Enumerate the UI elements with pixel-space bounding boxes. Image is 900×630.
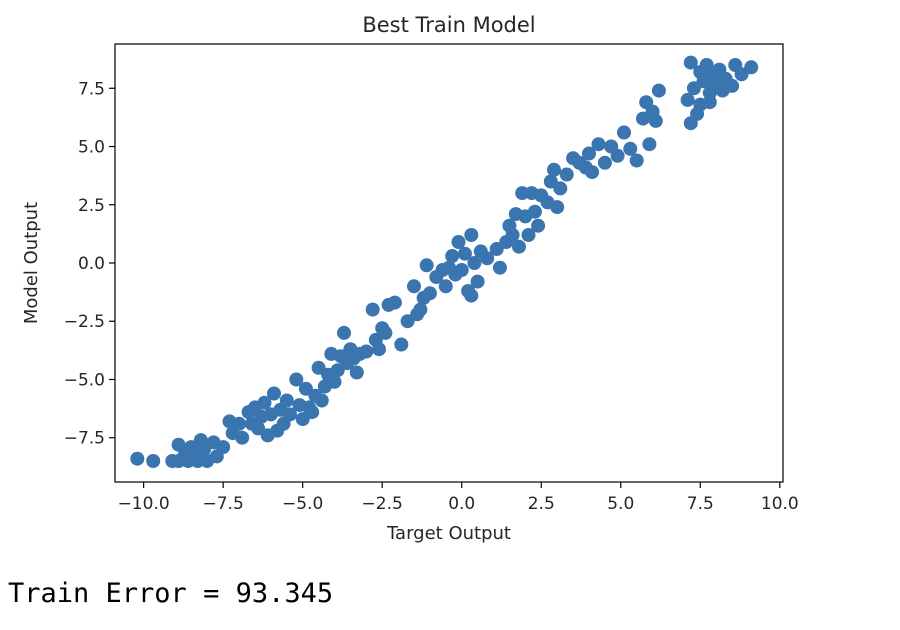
data-point-53 (349, 365, 364, 380)
data-point-86 (480, 251, 495, 266)
data-point-34 (289, 372, 304, 387)
plot-frame (114, 43, 784, 483)
data-point-15 (216, 440, 231, 455)
data-point-115 (610, 148, 625, 163)
data-point-91 (505, 228, 520, 242)
data-point-82 (464, 288, 479, 303)
data-point-93 (512, 239, 526, 254)
y-axis-ticks: −7.5 −5.0 −2.5 0.0 2.5 5.0 7.5 (64, 79, 115, 449)
data-point-75 (445, 249, 460, 263)
data-point-33 (283, 407, 297, 422)
data-point-78 (454, 263, 469, 277)
x-tick-label: 7.5 (687, 494, 714, 514)
data-point-28 (267, 386, 281, 401)
y-tick-label: 7.5 (78, 79, 105, 99)
x-tick-label: −5.0 (282, 494, 323, 514)
data-point-18 (232, 416, 247, 431)
data-point-0 (130, 451, 145, 466)
data-point-1 (146, 454, 161, 468)
data-point-58 (372, 342, 386, 357)
data-point-23 (251, 421, 266, 436)
data-point-62 (387, 295, 402, 310)
x-tick-label: 2.5 (528, 494, 555, 514)
data-point-110 (582, 146, 596, 161)
data-point-77 (451, 235, 466, 249)
data-point-133 (699, 58, 714, 72)
y-tick-label: 0.0 (78, 254, 105, 274)
x-tick-label: 5.0 (607, 494, 634, 514)
data-point-32 (279, 393, 294, 408)
data-point-118 (629, 153, 644, 168)
data-point-125 (680, 92, 695, 107)
chart-title: Best Train Model (362, 13, 535, 37)
data-point-119 (636, 111, 650, 126)
data-point-55 (359, 344, 374, 359)
data-point-65 (407, 279, 421, 294)
y-tick-label: −5.0 (64, 370, 105, 390)
data-point-60 (378, 325, 393, 340)
data-point-79 (457, 246, 472, 261)
data-point-128 (686, 81, 701, 96)
x-tick-label: −2.5 (362, 494, 403, 514)
points-layer (130, 55, 759, 468)
data-point-111 (585, 165, 600, 180)
y-tick-label: 5.0 (78, 138, 105, 158)
data-point-112 (591, 137, 606, 152)
data-point-96 (521, 228, 536, 242)
data-point-106 (559, 167, 574, 182)
data-point-70 (422, 286, 437, 301)
x-tick-label: −10.0 (118, 494, 170, 514)
data-point-46 (327, 374, 342, 389)
data-point-127 (683, 55, 698, 70)
data-point-113 (597, 155, 612, 170)
data-point-56 (365, 302, 380, 317)
data-point-42 (314, 393, 329, 408)
data-point-19 (235, 430, 250, 445)
y-tick-label: −2.5 (64, 312, 105, 332)
train-error-output: Train Error = 93.345 (8, 578, 334, 609)
data-point-88 (492, 260, 507, 275)
x-axis-ticks: −10.0 −7.5 −5.0 −2.5 0.0 2.5 5.0 7.5 10.0 (118, 482, 799, 514)
data-point-67 (413, 302, 428, 317)
x-axis-label: Target Output (386, 523, 511, 544)
data-point-49 (337, 325, 351, 340)
data-point-116 (617, 125, 631, 140)
scatter-chart: Best Train Model −10.0 −7.5 −5.0 −2.5 0.0 2.5… (21, 13, 799, 544)
data-point-73 (438, 279, 453, 294)
data-point-99 (531, 218, 546, 233)
data-point-141 (725, 78, 740, 93)
x-tick-label: 10.0 (761, 494, 799, 514)
data-point-81 (464, 228, 479, 242)
data-point-104 (550, 200, 565, 215)
data-point-144 (744, 60, 759, 75)
data-point-39 (305, 405, 320, 420)
y-axis-label: Model Output (21, 202, 42, 324)
data-point-123 (648, 113, 663, 128)
x-tick-label: −7.5 (203, 494, 244, 514)
data-point-87 (489, 242, 504, 256)
data-point-105 (553, 181, 568, 196)
y-tick-label: 2.5 (78, 196, 105, 216)
data-point-124 (651, 83, 666, 98)
data-point-63 (394, 337, 409, 352)
data-point-121 (642, 137, 657, 152)
data-point-98 (527, 204, 542, 219)
data-point-84 (470, 274, 485, 289)
data-point-103 (547, 162, 561, 177)
x-tick-label: 0.0 (448, 494, 475, 514)
data-point-25 (257, 395, 272, 410)
data-point-135 (702, 95, 717, 110)
data-point-83 (467, 256, 482, 270)
data-point-69 (419, 258, 434, 273)
data-point-117 (623, 141, 638, 156)
data-point-143 (734, 67, 749, 82)
y-tick-label: −7.5 (64, 429, 105, 449)
